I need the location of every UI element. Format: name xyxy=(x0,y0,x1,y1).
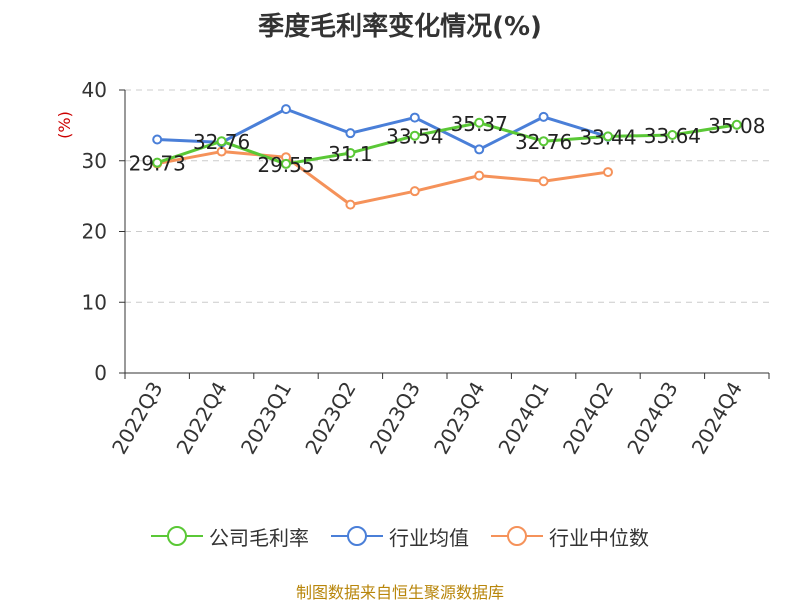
data-label: 33.64 xyxy=(644,124,701,148)
x-tick-label: 2024Q2 xyxy=(558,378,618,459)
data-point xyxy=(538,111,549,122)
series-layer xyxy=(152,104,742,210)
data-point xyxy=(538,176,549,187)
x-tick-label: 2023Q4 xyxy=(429,378,489,459)
source-note: 制图数据来自恒生聚源数据库 xyxy=(295,583,504,602)
x-tick-label: 2023Q3 xyxy=(365,378,425,459)
data-point xyxy=(731,119,742,130)
y-tick-label: 0 xyxy=(94,361,107,385)
data-point xyxy=(667,129,678,140)
data-label: 35.08 xyxy=(708,114,765,138)
legend-label: 行业均值 xyxy=(389,525,469,550)
data-label-layer: 29.73 32.76 29.55 31.1 33.54 35.37 32.76 33.44 3… xyxy=(129,112,766,177)
data-label: 29.55 xyxy=(257,153,314,177)
legend-item: 行业均值 xyxy=(331,522,469,551)
y-tick-label: 10 xyxy=(82,290,107,314)
x-tick-label: 2024Q3 xyxy=(622,378,682,459)
x-tick-label: 2022Q3 xyxy=(107,378,167,459)
series-line xyxy=(156,121,738,166)
y-tick-label: 30 xyxy=(82,149,107,173)
data-point xyxy=(409,186,420,197)
chart-title: 季度毛利率变化情况(%) xyxy=(258,12,542,42)
data-label: 32.76 xyxy=(193,130,250,154)
data-point xyxy=(281,158,291,169)
data-point xyxy=(345,128,356,139)
legend-label: 公司毛利率 xyxy=(209,525,309,550)
data-label: 29.73 xyxy=(129,152,186,176)
y-axis-label: (%) xyxy=(55,111,74,139)
legend-marker-icon xyxy=(331,526,383,546)
data-point xyxy=(345,199,356,210)
data-label: 33.54 xyxy=(386,125,443,149)
data-point xyxy=(474,144,485,155)
legend-label: 行业中位数 xyxy=(549,525,649,550)
legend-marker-icon xyxy=(151,526,203,546)
y-tick-label: 20 xyxy=(82,220,107,244)
data-point xyxy=(345,147,356,158)
data-point xyxy=(216,136,227,147)
data-point xyxy=(474,117,485,128)
data-point xyxy=(409,112,420,123)
grid-layer xyxy=(125,89,769,303)
data-label: 33.44 xyxy=(579,125,636,149)
data-point xyxy=(281,104,291,115)
legend-item: 行业中位数 xyxy=(491,522,649,551)
data-point xyxy=(603,167,613,178)
legend-item: 公司毛利率 xyxy=(151,522,309,551)
data-label: 35.37 xyxy=(451,112,508,136)
data-point xyxy=(474,170,485,181)
data-label: 31.1 xyxy=(328,142,373,166)
data-point xyxy=(216,146,227,157)
x-tick-label: 2024Q4 xyxy=(687,378,747,459)
x-tick-label: 2023Q1 xyxy=(236,378,296,459)
legend-marker-icon xyxy=(491,526,543,546)
data-point xyxy=(152,134,163,145)
data-point xyxy=(603,131,613,142)
series-line xyxy=(157,107,609,151)
data-point xyxy=(409,130,420,141)
x-tick-label: 2022Q4 xyxy=(171,378,231,459)
y-tick-label: 40 xyxy=(82,78,107,102)
x-tick-label: 2023Q2 xyxy=(300,378,360,459)
x-tick-label: 2024Q1 xyxy=(493,378,553,459)
data-point xyxy=(152,157,163,168)
data-point xyxy=(538,136,549,147)
legend: 公司毛利率 行业均值 行业中位数 xyxy=(0,520,800,552)
series-line xyxy=(156,150,609,207)
data-label: 32.76 xyxy=(515,130,572,154)
